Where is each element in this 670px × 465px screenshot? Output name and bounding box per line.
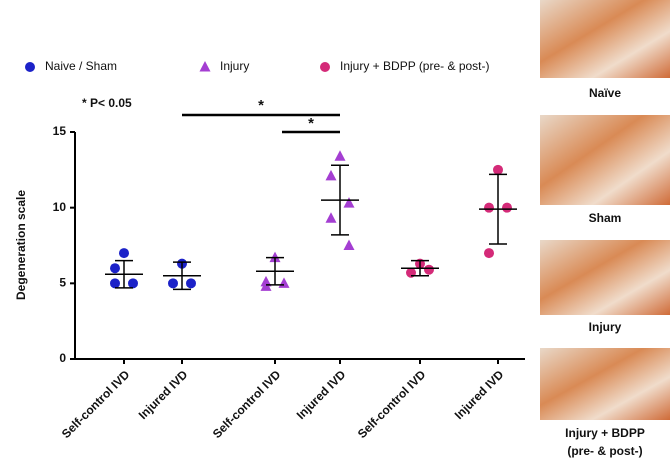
data-point: [320, 62, 330, 72]
panel-label: Injury + BDPP: [565, 426, 645, 440]
y-tick-label: 10: [53, 200, 67, 214]
data-point: [325, 212, 337, 223]
data-point: [110, 278, 120, 289]
histology-image: [540, 348, 670, 420]
significance-star: *: [258, 97, 264, 114]
y-tick-label: 15: [53, 124, 67, 138]
data-point: [186, 278, 196, 289]
data-point: [502, 202, 512, 213]
y-tick-label: 5: [59, 276, 66, 290]
data-point: [25, 62, 35, 72]
significance-note: * P< 0.05: [82, 96, 132, 110]
data-point: [119, 248, 129, 259]
histology-image: [540, 240, 670, 315]
panel-label: Naïve: [589, 86, 621, 100]
data-point: [325, 169, 337, 181]
x-tick-label: Self-control IVD: [210, 367, 284, 441]
data-point: [484, 248, 494, 259]
data-point: [260, 280, 272, 291]
data-point: [343, 197, 355, 208]
error-bar: [173, 261, 191, 291]
x-tick-label: Self-control IVD: [355, 367, 429, 441]
data-point: [493, 164, 503, 175]
data-point: [484, 202, 494, 213]
error-bar: [489, 173, 507, 245]
x-tick-label: Self-control IVD: [59, 367, 133, 441]
y-tick-label: 0: [59, 351, 66, 365]
x-tick-label: Injured IVD: [294, 367, 349, 422]
data-point: [110, 263, 120, 274]
data-point: [278, 277, 290, 288]
data-point: [343, 239, 355, 250]
y-axis-title: Degeneration scale: [14, 190, 28, 300]
panel-label: (pre- & post-): [567, 444, 642, 458]
error-bar: [266, 256, 284, 286]
legend-label: Injury + BDPP (pre- & post-): [340, 59, 490, 73]
data-point: [168, 278, 178, 289]
x-tick-label: Injured IVD: [136, 367, 191, 422]
error-bar: [331, 164, 349, 236]
significance-star: *: [308, 115, 314, 132]
data-point: [334, 150, 346, 161]
legend-label: Injury: [220, 59, 249, 73]
legend-label: Naive / Sham: [45, 59, 117, 73]
x-tick-label: Injured IVD: [452, 367, 507, 422]
histology-image: [540, 115, 670, 205]
panel-label: Injury: [589, 320, 622, 334]
data-point: [128, 278, 138, 289]
error-bar: [115, 259, 133, 289]
histology-image: [540, 0, 670, 78]
data-point: [424, 264, 434, 275]
data-point: [199, 61, 211, 72]
error-bar: [411, 259, 429, 277]
panel-label: Sham: [589, 211, 622, 225]
